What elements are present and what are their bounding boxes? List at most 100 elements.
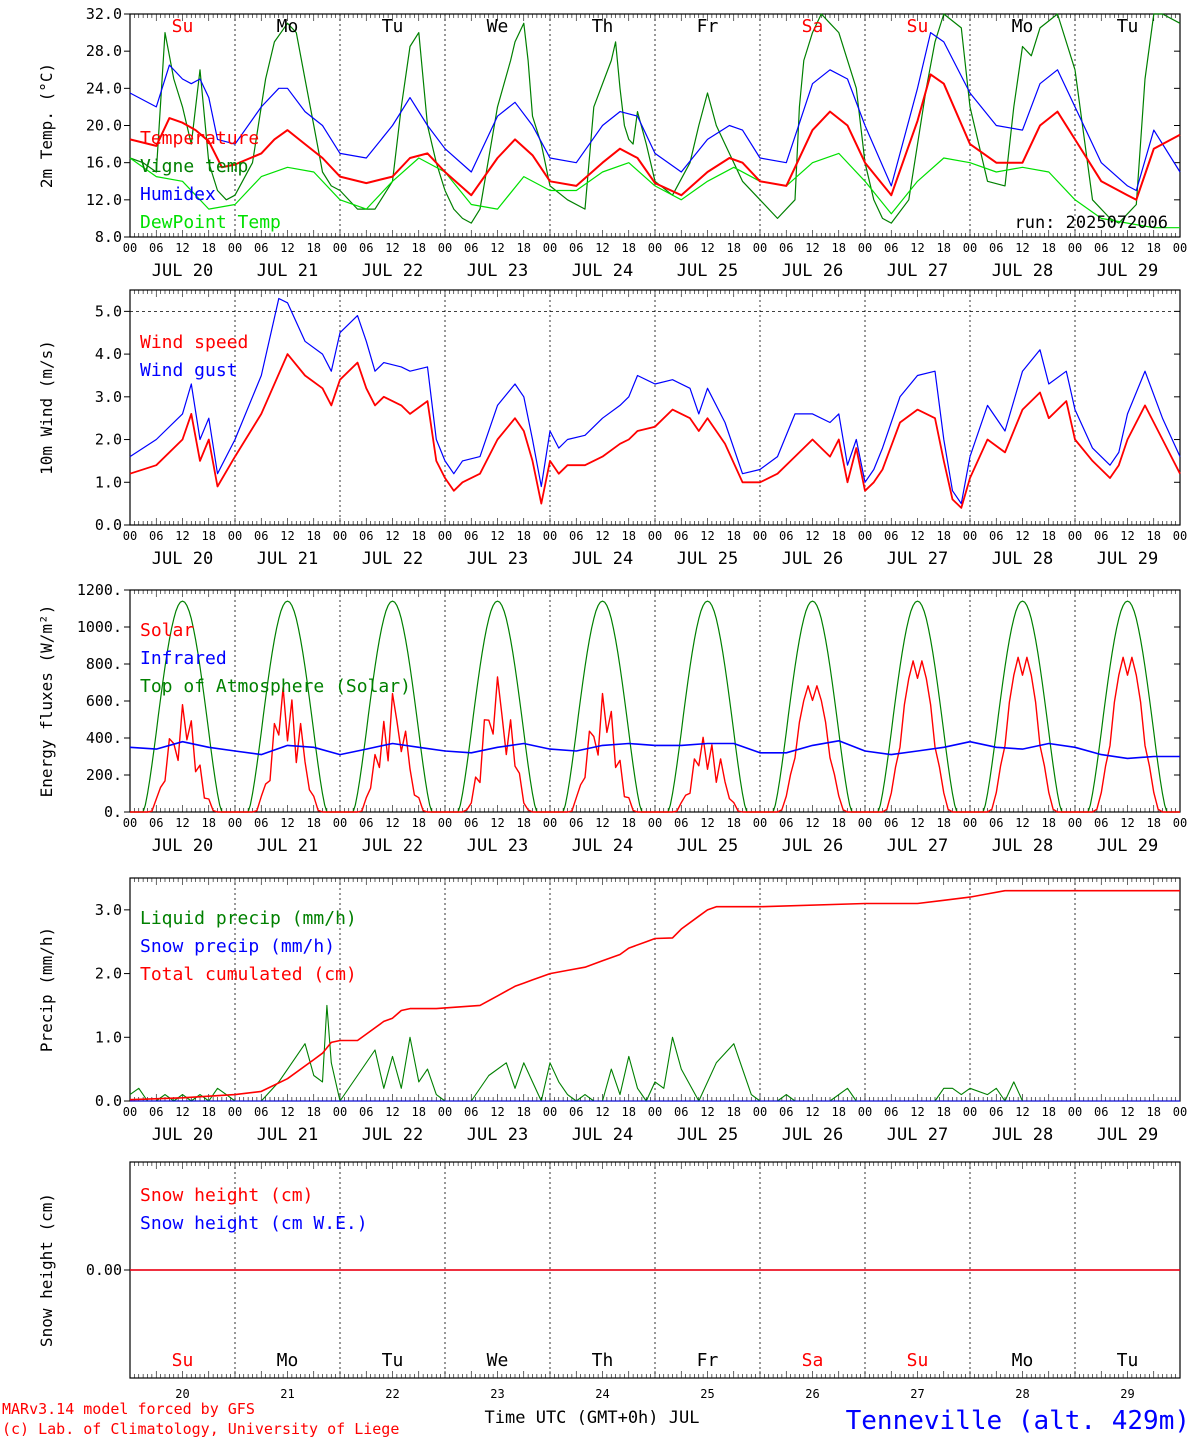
hour-tick-label: 12	[175, 241, 189, 255]
day-label: JUL 28	[992, 261, 1053, 281]
hour-tick-label: 18	[937, 529, 951, 543]
hour-tick-label: 06	[149, 1105, 163, 1119]
day-number: 29	[1120, 1387, 1134, 1401]
hour-tick-label: 06	[359, 241, 373, 255]
hour-tick-label: 00	[123, 241, 137, 255]
y-axis-label: Energy fluxes (W/m²)	[37, 605, 56, 798]
y-axis-label: Snow height (cm)	[37, 1193, 56, 1347]
hour-tick-label: 06	[569, 816, 583, 830]
hour-tick-label: 06	[359, 1105, 373, 1119]
hour-tick-label: 00	[648, 1105, 662, 1119]
hour-tick-label: 12	[1015, 529, 1029, 543]
hour-tick-label: 12	[910, 241, 924, 255]
legend-entry: Snow height (cm)	[140, 1185, 313, 1206]
model-credit: MARv3.14 model forced by GFS	[2, 1400, 255, 1418]
y-tick-label: 32.0	[86, 5, 122, 23]
series-total-cumulated	[129, 889, 1180, 1101]
day-label: JUL 25	[677, 261, 738, 281]
hour-tick-label: 12	[490, 241, 504, 255]
hour-tick-label: 00	[333, 1105, 347, 1119]
y-tick-label: 24.0	[86, 79, 122, 97]
hour-tick-label: 06	[779, 241, 793, 255]
weekday-label: Mo	[277, 1350, 299, 1371]
hour-tick-label: 12	[385, 241, 399, 255]
legend-entry: Solar	[140, 620, 194, 641]
hour-tick-label: 06	[674, 1105, 688, 1119]
day-label: JUL 21	[257, 549, 318, 569]
day-label: JUL 25	[677, 836, 738, 856]
legend-entry: DewPoint Temp	[140, 212, 281, 233]
y-axis-label: Precip (mm/h)	[37, 927, 56, 1052]
hour-tick-label: 00	[1173, 241, 1187, 255]
hour-tick-label: 12	[1120, 1105, 1134, 1119]
hour-tick-label: 00	[123, 529, 137, 543]
day-label: JUL 28	[992, 1125, 1053, 1145]
hour-tick-label: 00	[228, 1105, 242, 1119]
hour-tick-label: 18	[622, 1105, 636, 1119]
hour-tick-label: 00	[963, 241, 977, 255]
hour-tick-label: 00	[543, 816, 557, 830]
legend-entry: Humidex	[140, 184, 216, 205]
hour-tick-label: 00	[858, 529, 872, 543]
legend-entry: Snow height (cm W.E.)	[140, 1213, 368, 1234]
legend-entry: Total cumulated (cm)	[140, 964, 357, 985]
hour-tick-label: 18	[517, 529, 531, 543]
hour-tick-label: 00	[228, 816, 242, 830]
chart-panels: 00 06 12 18 00 06 12 18 00 06 12 18 00 06 12 18 00 06 12 18…	[37, 5, 1187, 1401]
hour-tick-label: 18	[517, 1105, 531, 1119]
hour-tick-label: 06	[674, 241, 688, 255]
day-label: JUL 22	[362, 261, 423, 281]
weekday-label: Tu	[1117, 16, 1139, 37]
hour-tick-label: 12	[700, 529, 714, 543]
y-tick-label: 800.	[86, 655, 122, 673]
day-number: 24	[595, 1387, 609, 1401]
hour-tick-label: 00	[858, 241, 872, 255]
hour-tick-label: 06	[149, 816, 163, 830]
hour-tick-label: 18	[727, 241, 741, 255]
hour-tick-label: 12	[1120, 816, 1134, 830]
day-label: JUL 23	[467, 261, 528, 281]
day-label: JUL 28	[992, 549, 1053, 569]
hour-tick-label: 18	[832, 529, 846, 543]
hour-tick-label: 00	[123, 816, 137, 830]
weekday-label: Fr	[697, 1350, 719, 1371]
hour-tick-label: 00	[1068, 529, 1082, 543]
day-label: JUL 22	[362, 836, 423, 856]
day-label: JUL 22	[362, 1125, 423, 1145]
hour-tick-label: 12	[910, 1105, 924, 1119]
y-tick-label: 28.0	[86, 42, 122, 60]
hour-tick-label: 00	[438, 241, 452, 255]
hour-tick-label: 18	[412, 529, 426, 543]
day-number: 26	[805, 1387, 819, 1401]
day-label: JUL 27	[887, 261, 948, 281]
hour-tick-label: 18	[202, 1105, 216, 1119]
hour-tick-label: 12	[385, 1105, 399, 1119]
day-label: JUL 20	[152, 836, 213, 856]
y-tick-label: 600.	[86, 692, 122, 710]
hour-tick-label: 18	[1147, 241, 1161, 255]
station-name: Tenneville (alt. 429m)	[846, 1406, 1190, 1436]
hour-tick-label: 18	[307, 529, 321, 543]
hour-tick-label: 12	[280, 816, 294, 830]
day-label: JUL 26	[782, 836, 843, 856]
hour-tick-label: 12	[595, 241, 609, 255]
y-axis-label: 10m Wind (m/s)	[37, 340, 56, 475]
y-tick-label: 200.	[86, 766, 122, 784]
hour-tick-label: 12	[280, 1105, 294, 1119]
hour-tick-label: 18	[307, 241, 321, 255]
hour-tick-label: 18	[412, 1105, 426, 1119]
hour-tick-label: 12	[910, 529, 924, 543]
series-vigne-temp	[129, 13, 1181, 224]
day-label: JUL 21	[257, 1125, 318, 1145]
hour-tick-label: 00	[753, 529, 767, 543]
hour-tick-label: 06	[779, 529, 793, 543]
day-number: 20	[175, 1387, 189, 1401]
hour-tick-label: 18	[202, 816, 216, 830]
day-label: JUL 21	[257, 836, 318, 856]
hour-tick-label: 18	[832, 1105, 846, 1119]
hour-tick-label: 06	[674, 816, 688, 830]
weekday-label: We	[487, 1350, 509, 1371]
weekday-label: Sa	[802, 16, 824, 37]
legend-entry: Wind gust	[140, 360, 238, 381]
